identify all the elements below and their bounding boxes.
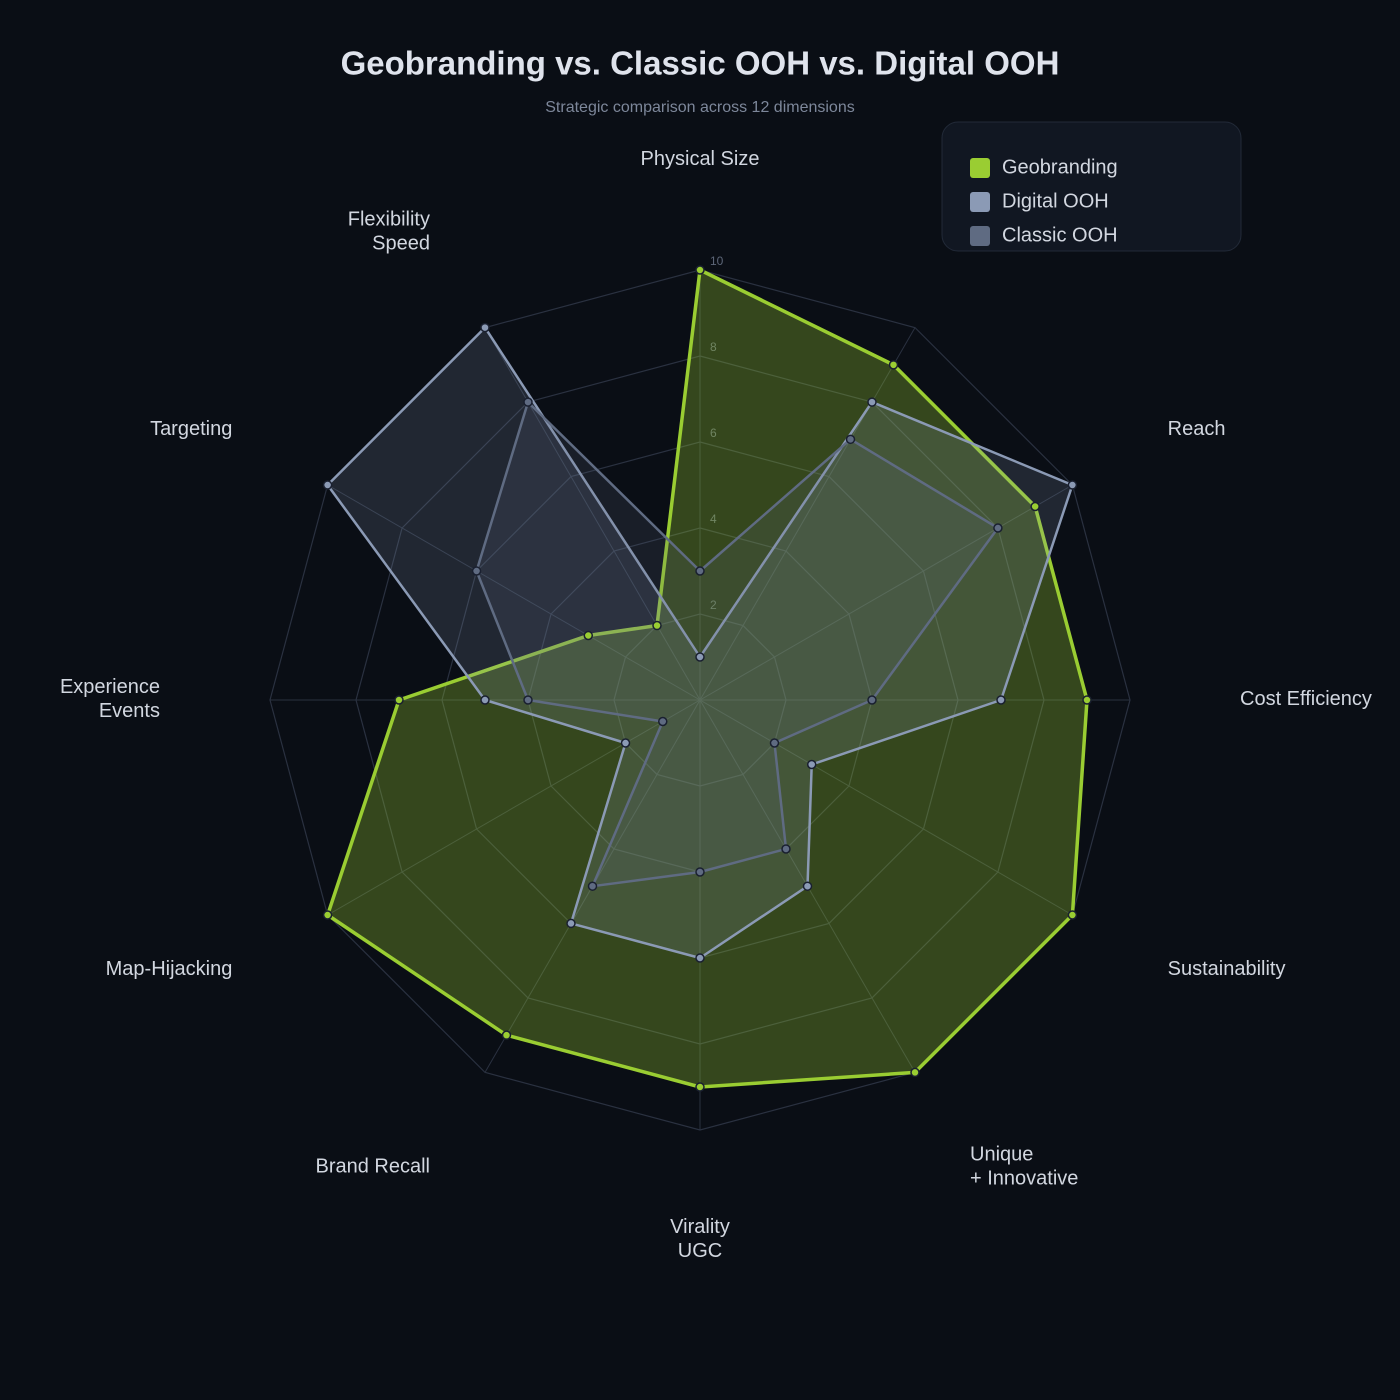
series-point	[695, 265, 705, 275]
series-point	[695, 652, 705, 662]
series-point	[583, 630, 594, 641]
axis-label-line: Speed	[372, 233, 430, 255]
axis-label-line: Sustainability	[1168, 958, 1286, 980]
axis-label: Virality UGC	[670, 1216, 730, 1262]
r-tick-label: 8	[710, 340, 717, 354]
series-point	[695, 867, 705, 877]
legend-label: Geobranding	[1002, 156, 1118, 178]
axis-label-line: Cost Efficiency	[1240, 688, 1372, 710]
series-point	[888, 360, 899, 370]
series-point	[867, 695, 877, 705]
series-point	[471, 566, 482, 576]
axis-label-line: Targeting	[150, 418, 232, 440]
series-point	[802, 881, 813, 891]
legend-swatch	[970, 192, 990, 212]
series-point	[695, 1082, 705, 1092]
axis-label-line: Virality	[670, 1216, 730, 1238]
grid-spoke	[699, 484, 1073, 701]
series-point	[394, 695, 404, 705]
series-point	[322, 480, 333, 490]
series-point	[620, 738, 631, 748]
axis-label-line: Physical Size	[641, 148, 760, 170]
axis-label-line: Events	[99, 700, 160, 722]
series-point	[1030, 501, 1040, 512]
series-point	[867, 397, 877, 407]
grid-spoke	[327, 484, 701, 701]
series-point	[566, 918, 576, 929]
series-point	[845, 434, 856, 445]
series-point	[523, 695, 533, 705]
axis-label: Reach	[1168, 418, 1226, 440]
axis-label: Targeting	[150, 418, 232, 440]
series-point	[658, 716, 668, 727]
grid-spoke	[327, 699, 701, 916]
series-point	[587, 881, 598, 891]
series-point	[1082, 695, 1092, 705]
series-point	[695, 566, 705, 576]
axis-label: Brand Recall	[315, 1156, 430, 1178]
series-point	[652, 620, 662, 631]
series-point	[769, 738, 780, 748]
axis-label-line: Experience	[60, 676, 160, 698]
series-point	[1067, 910, 1078, 920]
axis-label-line: Unique	[970, 1144, 1033, 1166]
series-point	[806, 759, 817, 770]
series-point	[781, 844, 791, 854]
axis-label-line: Map-Hijacking	[106, 958, 233, 980]
chart-title: Geobranding vs. Classic OOH vs. Digital …	[341, 45, 1060, 82]
series-point	[501, 1030, 512, 1040]
axis-label-line: UGC	[678, 1240, 722, 1262]
r-tick-label: 10	[710, 254, 724, 268]
axis-label-line: Brand Recall	[315, 1156, 430, 1178]
series-point	[480, 695, 490, 705]
series-point	[695, 953, 705, 963]
axis-label: Sustainability	[1168, 958, 1286, 980]
r-tick-label: 6	[710, 426, 717, 440]
series-point	[1067, 480, 1078, 490]
legend-label: Classic OOH	[1002, 224, 1118, 246]
grid-spoke	[699, 699, 1073, 916]
axis-label-line: Flexibility	[348, 209, 430, 231]
series-point	[910, 1067, 920, 1078]
axis-label: Map-Hijacking	[106, 958, 233, 980]
legend-box	[941, 121, 1242, 252]
axis-label: Unique + Innovative	[970, 1144, 1078, 1190]
series-point	[480, 322, 490, 333]
grid-spoke	[484, 327, 701, 701]
series-point	[993, 523, 1003, 533]
series-point	[996, 695, 1006, 705]
axis-label-line: + Innovative	[970, 1168, 1078, 1190]
series-point	[322, 910, 333, 920]
legend-swatch	[970, 226, 990, 246]
r-tick-label: 2	[710, 598, 717, 612]
chart-subtitle: Strategic comparison across 12 dimension…	[545, 99, 854, 116]
legend-label: Digital OOH	[1002, 190, 1109, 212]
legend-swatch	[970, 158, 990, 178]
series-point	[523, 397, 533, 407]
grid-spoke	[699, 327, 916, 701]
axis-label-line: Reach	[1168, 418, 1226, 440]
axis-label: Flexibility Speed	[348, 209, 430, 255]
axis-label: Cost Efficiency	[1240, 688, 1372, 710]
axis-label: Experience Events	[60, 676, 160, 722]
axis-label: Physical Size	[641, 148, 760, 170]
r-tick-label: 4	[710, 512, 717, 526]
